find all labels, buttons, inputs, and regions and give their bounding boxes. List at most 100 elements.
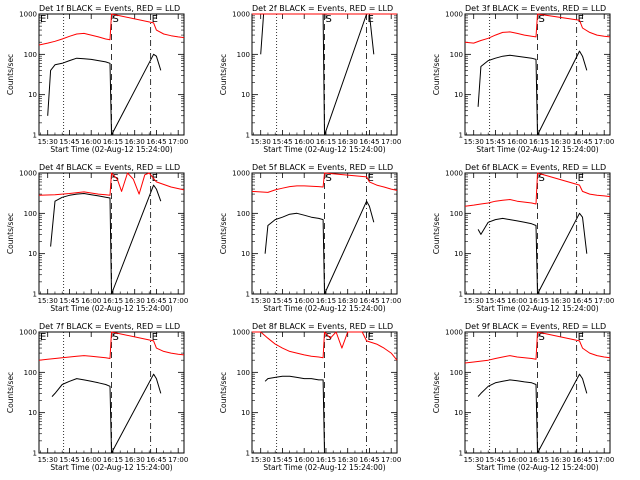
y-tick-label: 10: [454, 409, 463, 417]
y-tick-label: 10: [241, 409, 250, 417]
y-tick-label: 10: [454, 250, 463, 258]
x-tick-label: 15:30: [464, 297, 484, 305]
series-line-events: [264, 375, 325, 454]
x-tick-label: 15:45: [485, 297, 505, 305]
chart-panel-3: Det 3f BLACK = Events, RED = LLD 1 10 100 10…: [432, 4, 614, 154]
x-tick-label: 15:45: [272, 138, 292, 146]
x-tick-label: 16:30: [551, 138, 571, 146]
event-marker-label: S: [326, 14, 332, 25]
y-tick-label: 1: [33, 450, 37, 458]
series-line-lld: [464, 172, 611, 207]
chart-panel-9: Det 9f BLACK = Events, RED = LLD 1 10 100 10…: [432, 322, 614, 472]
x-tick-label: 15:45: [485, 456, 505, 464]
x-tick-label: 16:15: [103, 297, 123, 305]
y-tick-label: 1000: [19, 329, 37, 337]
x-axis-label: Start Time (02-Aug-12 15:24:00): [263, 304, 385, 313]
series-line-lld: [464, 331, 611, 364]
y-tick-label: 1: [33, 132, 37, 140]
x-tick-label: 16:45: [146, 456, 166, 464]
y-tick-label: 100: [24, 51, 37, 59]
y-axis-label: Counts/sec: [219, 372, 228, 413]
series-line-lld: [252, 331, 398, 361]
x-tick-label: 16:30: [551, 297, 571, 305]
x-tick-label: 16:30: [338, 297, 358, 305]
x-tick-label: 15:30: [251, 297, 271, 305]
y-tick-label: 100: [450, 369, 463, 377]
panel-title: Det 5f BLACK = Events, RED = LLD: [252, 163, 393, 172]
x-tick-label: 17:00: [168, 138, 188, 146]
event-marker-label: S: [326, 173, 332, 184]
y-tick-label: 100: [24, 369, 37, 377]
x-tick-label: 16:45: [359, 456, 379, 464]
x-tick-label: 16:30: [551, 456, 571, 464]
x-tick-label: 15:45: [59, 456, 79, 464]
y-tick-label: 1000: [445, 11, 463, 19]
event-marker-label: S: [113, 14, 119, 25]
x-tick-label: 15:30: [38, 456, 58, 464]
y-tick-label: 100: [24, 210, 37, 218]
x-tick-label: 16:00: [294, 297, 314, 305]
x-axis-label: Start Time (02-Aug-12 15:24:00): [263, 463, 385, 472]
y-tick-label: 1: [246, 291, 250, 299]
panel-title: Det 7f BLACK = Events, RED = LLD: [39, 322, 180, 331]
chart-panel-6: Det 6f BLACK = Events, RED = LLD 1 10 100 10…: [432, 163, 614, 313]
x-tick-label: 15:45: [485, 138, 505, 146]
x-tick-label: 17:00: [594, 138, 614, 146]
event-marker-label: E: [40, 332, 46, 343]
x-tick-label: 16:15: [529, 456, 549, 464]
event-marker-label: S: [539, 332, 545, 343]
x-tick-label: 16:15: [529, 297, 549, 305]
event-marker-label: E: [368, 173, 374, 184]
event-marker-label: S: [539, 173, 545, 184]
series-line-events: [47, 53, 162, 136]
y-axis-label: Counts/sec: [6, 213, 15, 254]
series-line-lld: [38, 13, 185, 46]
chart-panel-4: Det 4f BLACK = Events, RED = LLD 1 10 100 10…: [6, 163, 188, 313]
x-tick-label: 16:15: [316, 456, 336, 464]
x-tick-label: 16:00: [507, 297, 527, 305]
x-axis-label: Start Time (02-Aug-12 15:24:00): [476, 304, 598, 313]
x-tick-label: 16:15: [316, 138, 336, 146]
y-tick-label: 100: [237, 369, 250, 377]
series-line-lld: [38, 172, 185, 196]
panel-title: Det 6f BLACK = Events, RED = LLD: [465, 163, 606, 172]
x-axis-label: Start Time (02-Aug-12 15:24:00): [50, 463, 172, 472]
y-tick-label: 1: [246, 450, 250, 458]
x-tick-label: 16:00: [81, 297, 101, 305]
y-tick-label: 1000: [445, 329, 463, 337]
y-axis-label: Counts/sec: [432, 213, 441, 254]
x-tick-label: 16:30: [338, 456, 358, 464]
y-tick-label: 1000: [445, 170, 463, 178]
event-marker-label: E: [152, 14, 158, 25]
x-tick-label: 16:45: [146, 297, 166, 305]
event-marker-label: E: [368, 332, 374, 343]
x-tick-label: 16:00: [507, 138, 527, 146]
x-tick-label: 15:30: [464, 138, 484, 146]
x-tick-label: 16:45: [572, 297, 592, 305]
x-tick-label: 16:00: [81, 138, 101, 146]
panel-title: Det 3f BLACK = Events, RED = LLD: [465, 4, 606, 13]
series-line-events: [264, 200, 375, 295]
x-tick-label: 16:45: [359, 297, 379, 305]
y-tick-label: 10: [454, 91, 463, 99]
chart-panel-2: Det 2f BLACK = Events, RED = LLD 1 10 100 10…: [219, 4, 401, 154]
x-tick-label: 16:00: [507, 456, 527, 464]
y-tick-label: 10: [28, 250, 37, 258]
y-tick-label: 100: [237, 210, 250, 218]
y-tick-label: 10: [241, 91, 250, 99]
x-tick-label: 15:45: [59, 297, 79, 305]
series-line-events: [50, 184, 162, 295]
y-axis-label: Counts/sec: [432, 54, 441, 95]
event-marker-label: E: [578, 173, 584, 184]
event-marker-label: E: [40, 14, 46, 25]
chart-panel-1: Det 1f BLACK = Events, RED = LLD 1 10 100 10…: [6, 4, 188, 154]
x-tick-label: 16:15: [529, 138, 549, 146]
y-axis-label: Counts/sec: [6, 372, 15, 413]
y-axis-label: Counts/sec: [432, 372, 441, 413]
y-tick-label: 1: [246, 132, 250, 140]
y-tick-label: 10: [28, 91, 37, 99]
panel-title: Det 8f BLACK = Events, RED = LLD: [252, 322, 393, 331]
x-tick-label: 17:00: [381, 138, 401, 146]
x-tick-label: 16:15: [103, 138, 123, 146]
